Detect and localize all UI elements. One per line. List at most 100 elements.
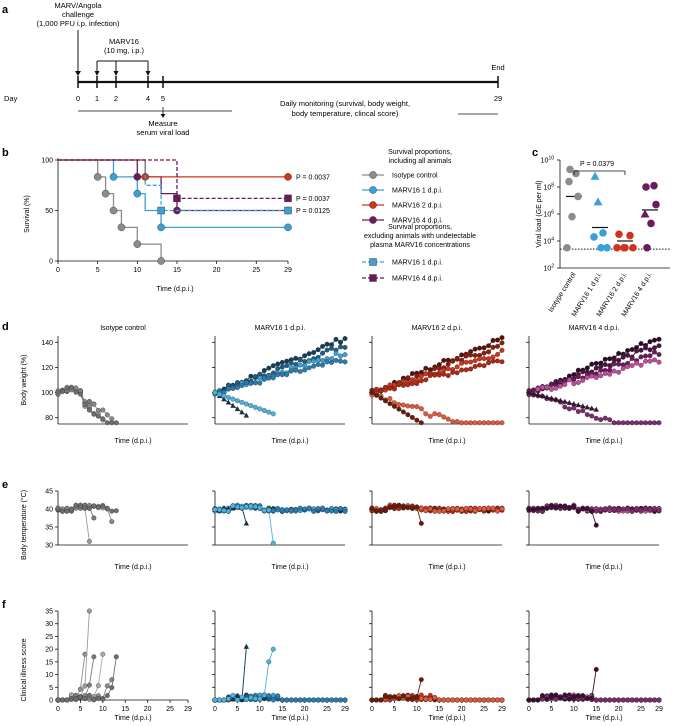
b-xtick-label: 0 [56, 267, 60, 274]
def-point [109, 508, 115, 514]
c-point [597, 243, 605, 252]
def-subplot: 30 35 40 45 Time (d.p.i.) [45, 489, 188, 571]
def-point [553, 692, 559, 698]
def-point [382, 384, 388, 390]
def-subplot: 80 100 120 140 Isotype control Time (d.p.i.) [41, 325, 188, 445]
def-series-line [528, 392, 597, 410]
def-xtick-label: 0 [56, 706, 60, 713]
def-point [374, 508, 379, 514]
def-point [531, 697, 536, 703]
def-point [616, 369, 622, 375]
def-point [248, 503, 254, 509]
b-legend-marker [369, 171, 377, 179]
def-point [616, 350, 622, 356]
c-point [613, 243, 621, 252]
def-triangle-point [593, 406, 599, 412]
def-point [409, 381, 415, 387]
def-point [248, 403, 254, 409]
def-point [311, 697, 317, 703]
def-point [82, 683, 88, 689]
def-point [329, 508, 335, 514]
def-point [432, 372, 438, 378]
def-point [387, 504, 393, 510]
def-point [243, 504, 249, 510]
def-xtick-label: 25 [637, 706, 645, 713]
b-circle-marker [133, 173, 142, 181]
treatment-arrowhead-2 [113, 71, 119, 76]
def-point [441, 371, 447, 377]
def-point [284, 358, 290, 364]
def-point [553, 385, 559, 391]
challenge-label-2: challenge [62, 10, 94, 19]
def-point [499, 506, 505, 512]
challenge-label-3: (1,000 PFU i.p. infection) [37, 19, 120, 28]
def-point [539, 693, 545, 698]
def-point [55, 389, 61, 395]
def-point [625, 364, 631, 370]
def-point [544, 384, 550, 390]
def-point [634, 348, 640, 354]
def-point [593, 508, 599, 514]
def-point [284, 507, 290, 513]
def-point [629, 356, 635, 361]
def-point [638, 341, 644, 347]
def-point [239, 505, 245, 511]
def-point [248, 695, 254, 700]
day-29: 29 [494, 94, 502, 103]
def-xtick-label: 5 [235, 706, 239, 713]
def-point [490, 337, 496, 343]
def-point [91, 696, 97, 702]
def-triangle-point [566, 399, 572, 405]
def-point [100, 651, 106, 657]
def-point [60, 389, 65, 395]
def-point [562, 382, 568, 388]
def-point [418, 420, 424, 426]
c-point [652, 200, 660, 209]
def-point [104, 693, 110, 699]
def-point [400, 382, 406, 388]
def-point [400, 504, 406, 510]
def-point [611, 697, 617, 703]
def-point [221, 508, 227, 513]
def-point [261, 692, 267, 698]
b-legend-label: MARV16 4 d.p.i. [392, 276, 443, 283]
panel-letter-b: b [2, 147, 9, 159]
def-point [414, 417, 420, 423]
def-point [490, 354, 496, 360]
def-point [575, 374, 581, 380]
b-legend-heading-1: Survival proportions, [388, 149, 452, 156]
def-point [369, 506, 375, 512]
def-point [495, 508, 500, 514]
def-point [652, 420, 657, 426]
def-xtick-label: 25 [166, 706, 174, 713]
def-point [279, 508, 285, 514]
def-point [374, 386, 379, 392]
def-point [580, 693, 586, 699]
def-point [104, 420, 110, 426]
def-point [544, 696, 550, 702]
def-point [454, 364, 460, 370]
def-point [463, 505, 469, 511]
def-point [212, 697, 218, 703]
def-point [109, 685, 115, 691]
def-point [557, 378, 563, 384]
def-panel-title: MARV16 2 d.p.i. [412, 325, 463, 332]
def-point [95, 683, 101, 689]
c-point [650, 181, 658, 190]
b-legend-marker [369, 258, 377, 266]
def-point [378, 508, 384, 514]
def-point [548, 694, 554, 700]
def-point [109, 420, 115, 426]
def-point [270, 375, 276, 381]
def-point [60, 509, 65, 514]
def-point [400, 409, 406, 415]
def-point [382, 506, 388, 512]
def-point [589, 508, 595, 514]
def-point [477, 420, 483, 426]
def-point [589, 361, 595, 367]
day-4: 4 [146, 94, 150, 103]
def-point [77, 694, 83, 700]
def-point [629, 420, 635, 426]
def-point [553, 504, 559, 510]
def-point [495, 343, 500, 349]
